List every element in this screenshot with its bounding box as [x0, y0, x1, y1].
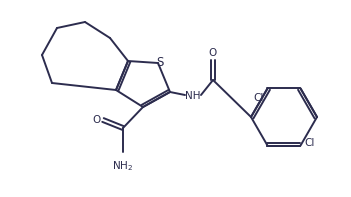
Text: NH: NH — [185, 91, 201, 101]
Text: O: O — [209, 48, 217, 58]
Text: O: O — [93, 115, 101, 125]
Text: Cl: Cl — [253, 93, 264, 103]
Text: NH$_2$: NH$_2$ — [112, 159, 134, 173]
Text: S: S — [156, 56, 164, 69]
Text: Cl: Cl — [305, 138, 315, 148]
